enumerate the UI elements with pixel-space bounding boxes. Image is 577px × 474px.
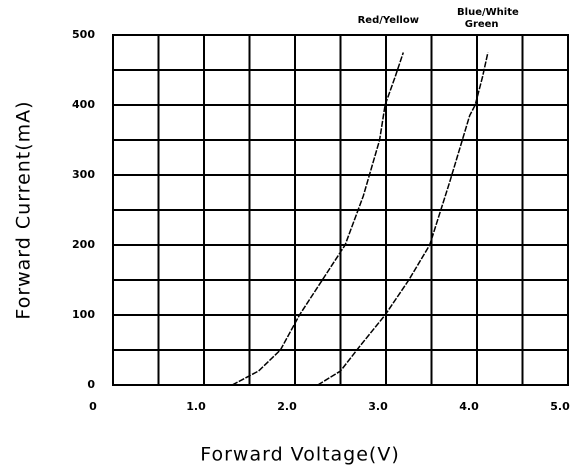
x-tick-label: 1.0	[186, 400, 206, 413]
x-tick-label: 0	[89, 400, 97, 413]
x-tick-label: 2.0	[277, 400, 297, 413]
x-axis-label: Forward Voltage(V)	[200, 444, 400, 466]
y-tick-label: 100	[72, 308, 95, 321]
y-tick-label: 400	[72, 98, 95, 111]
y-tick-label: 300	[72, 168, 95, 181]
x-tick-label: 4.0	[459, 400, 479, 413]
curve	[317, 52, 489, 386]
y-tick-label: 0	[87, 378, 95, 391]
y-tick-label: 500	[72, 28, 95, 41]
x-tick-label: 5.0	[550, 400, 570, 413]
x-tick-label: 3.0	[368, 400, 388, 413]
series-label: Red/Yellow	[358, 15, 419, 26]
curve	[231, 52, 405, 386]
y-tick-label: 200	[72, 238, 95, 251]
series-label: Blue/White Green	[457, 7, 519, 30]
y-axis-label: Forward Current(mA)	[13, 100, 35, 319]
